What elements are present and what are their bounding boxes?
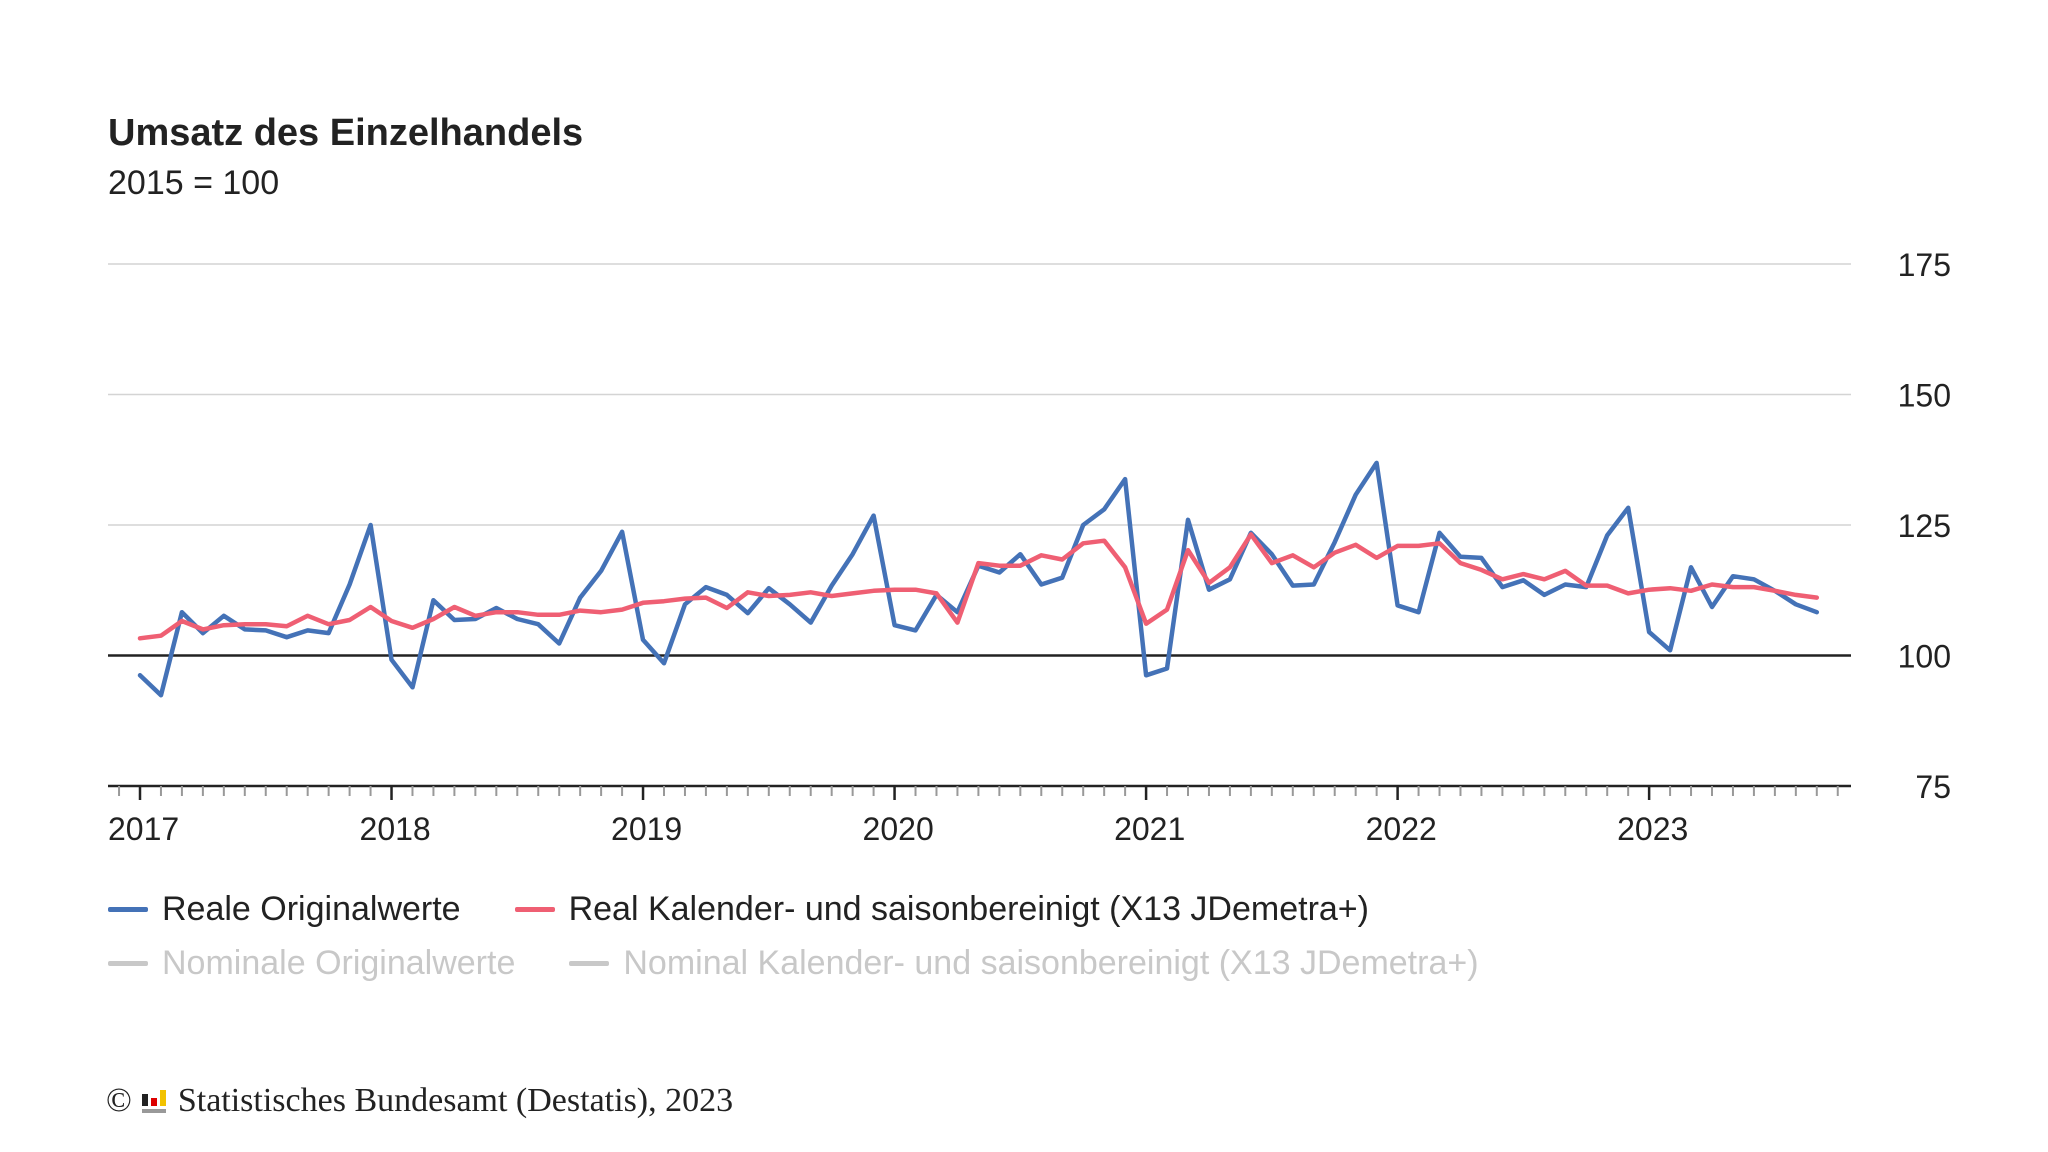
legend-item-real-adjusted[interactable]: Real Kalender- und saisonbereinigt (X13 … [514, 890, 1369, 929]
x-tick-label: 2018 [360, 811, 431, 847]
x-tick-label: 2017 [108, 811, 179, 847]
source-footer: © Statistisches Bundesamt (Destatis), 20… [106, 1082, 733, 1120]
x-tick-label: 2021 [1114, 811, 1185, 847]
y-tick-label: 125 [1898, 508, 1951, 544]
legend-label: Nominal Kalender- und saisonbereinigt (X… [623, 944, 1479, 982]
legend-swatch [108, 907, 148, 912]
x-tick-label: 2022 [1366, 811, 1437, 847]
legend-item-real-original[interactable]: Reale Originalwerte [108, 890, 461, 929]
legend-label: Nominale Originalwerte [162, 944, 516, 982]
copyright-symbol: © [106, 1082, 132, 1119]
legend-swatch [514, 907, 555, 912]
legend-row-1: Reale Originalwerte Real Kalender- und s… [108, 890, 1369, 929]
chart-subtitle: 2015 = 100 [108, 164, 280, 202]
y-tick-label: 150 [1898, 378, 1951, 414]
y-tick-label: 75 [1915, 769, 1951, 805]
legend-label: Real Kalender- und saisonbereinigt (X13 … [568, 890, 1369, 928]
x-tick-label: 2020 [863, 811, 934, 847]
destatis-logo-icon [141, 1090, 166, 1113]
x-tick-label: 2019 [611, 811, 682, 847]
legend-item-nominal-original[interactable]: Nominale Originalwerte [108, 944, 515, 983]
y-tick-label: 100 [1898, 639, 1951, 675]
legend-row-2: Nominale Originalwerte Nominal Kalender-… [108, 944, 1479, 983]
legend-item-nominal-adjusted[interactable]: Nominal Kalender- und saisonbereinigt (X… [569, 944, 1479, 983]
source-text: Statistisches Bundesamt (Destatis), 2023 [177, 1082, 734, 1119]
legend-label: Reale Originalwerte [162, 890, 461, 928]
legend-swatch [108, 961, 148, 966]
x-tick-label: 2023 [1617, 811, 1688, 847]
legend-swatch [569, 961, 610, 966]
chart-title: Umsatz des Einzelhandels [108, 112, 584, 154]
series-line-1 [137, 532, 1820, 641]
y-tick-label: 175 [1898, 247, 1951, 283]
